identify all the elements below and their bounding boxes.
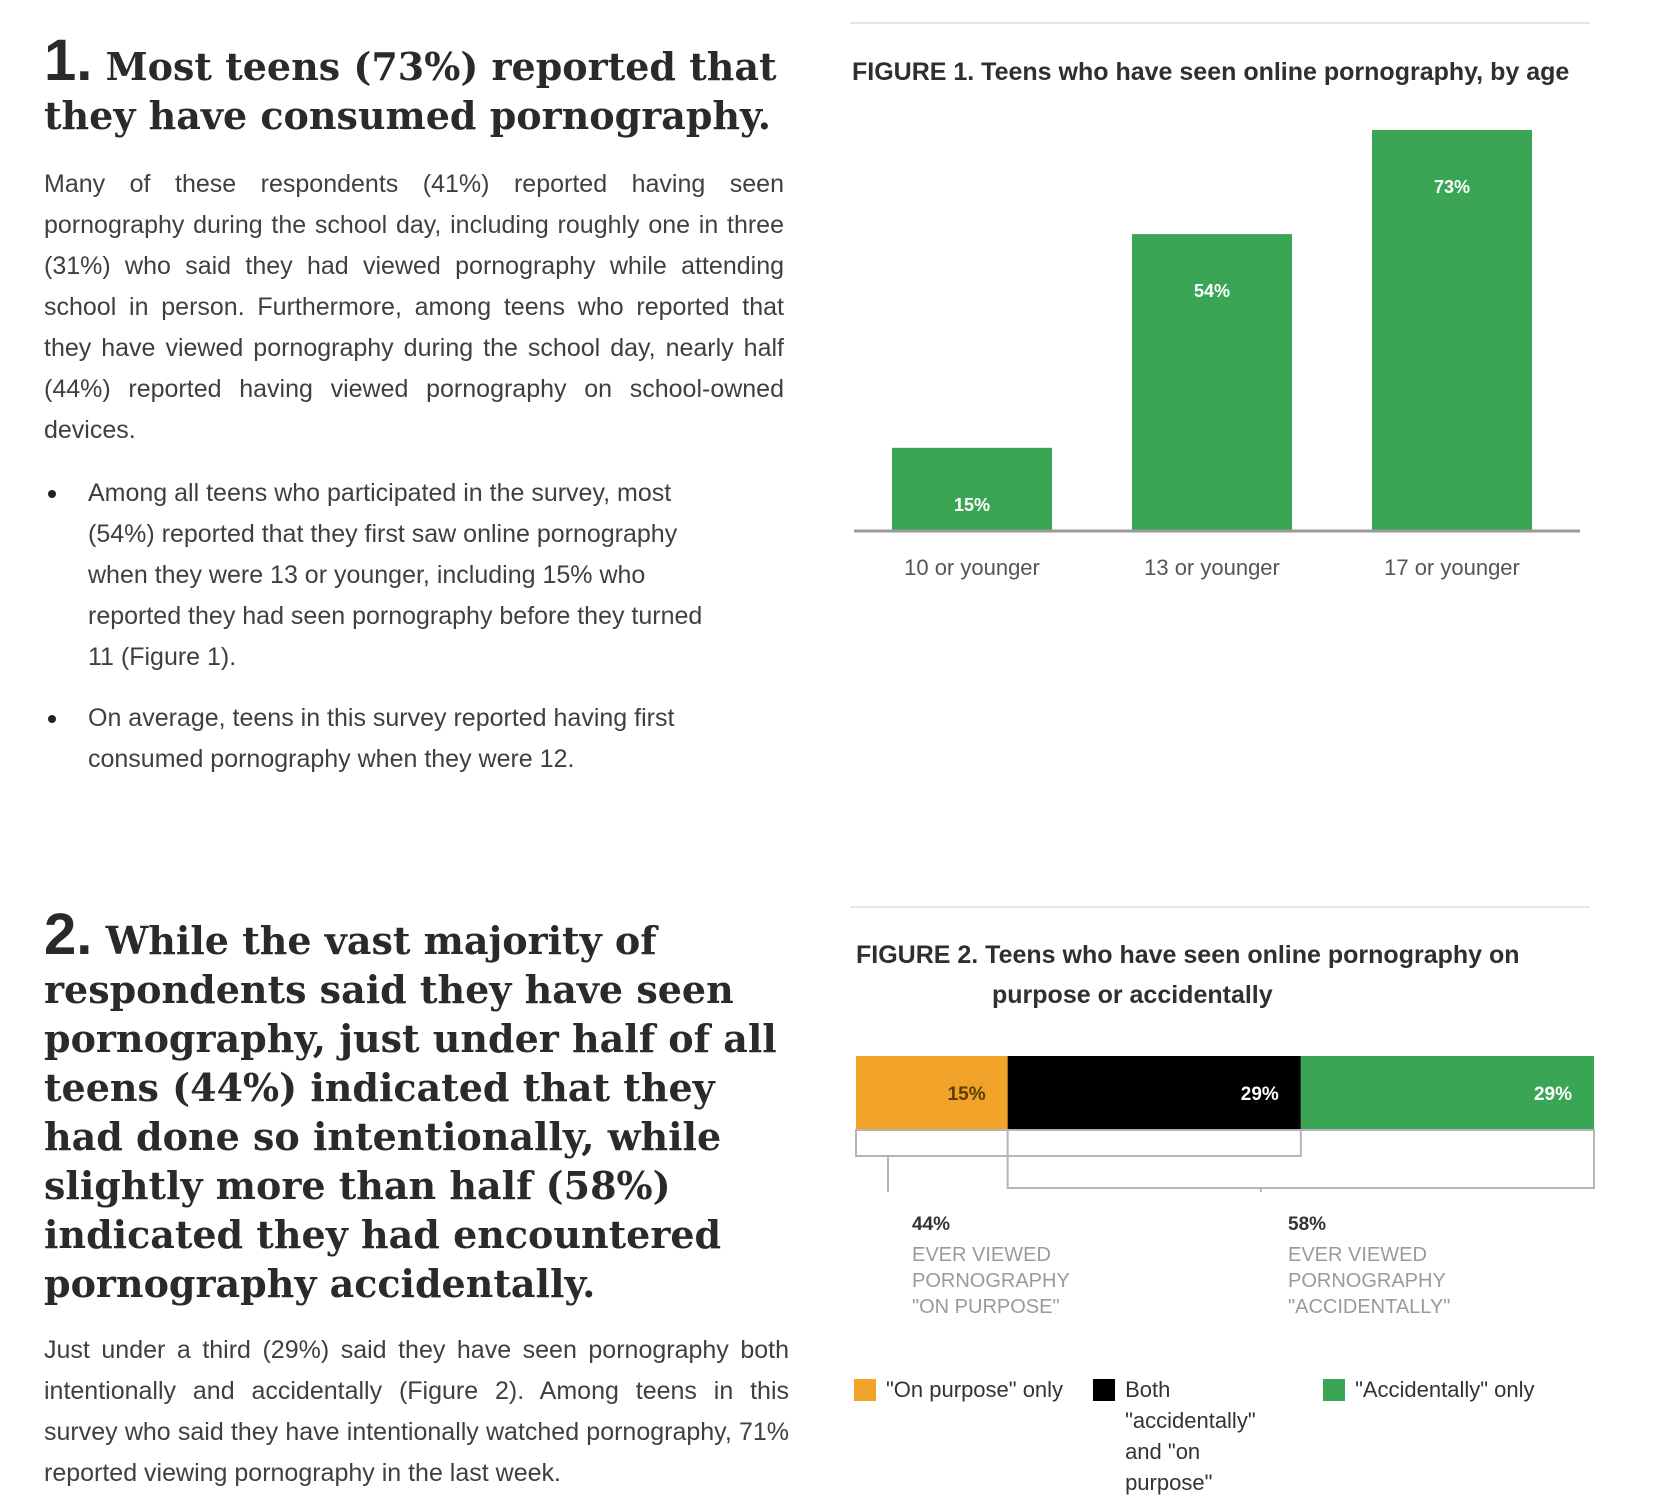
accidentally-bracket [1006,1129,1595,1189]
category-label: 13 or younger [1144,555,1280,580]
annotation-accidentally: 58% EVER VIEWED PORNOGRAPHY "ACCIDENTALL… [1288,1214,1488,1320]
section-2-heading-text: While the vast majority of respondents s… [44,918,777,1306]
annotation-on-purpose-text: EVER VIEWED PORNOGRAPHY "ON PURPOSE" [912,1244,1070,1318]
section-2-number: 2. [44,902,93,967]
section-1-number: 1. [44,28,93,93]
figure-2-title-line-2: purpose or accidentally [992,981,1273,1009]
section-2-paragraph: Just under a third (29%) said they have … [44,1336,789,1487]
segment-0 [856,1056,1008,1130]
annotation-on-purpose: 44% EVER VIEWED PORNOGRAPHY "ON PURPOSE" [912,1214,1112,1320]
section-1-bullets: Among all teens who participated in the … [44,473,784,780]
figure-2-stacked-bar: 15% 29% 29% [855,1056,1595,1192]
figure-1-top-rule [850,22,1590,24]
section-1-heading: 1. Most teens (73%) reported that they h… [44,32,784,140]
annotation-accidentally-text: EVER VIEWED PORNOGRAPHY "ACCIDENTALLY" [1288,1244,1451,1318]
figure-2-top-rule [850,906,1590,908]
figure-1-title: FIGURE 1. Teens who have seen online por… [852,58,1570,86]
section-2: 2. While the vast majority of respondent… [44,906,789,1494]
segment-2 [1300,1056,1594,1130]
legend-label-both: Both "accidentally" and "on purpose" [1125,1377,1256,1495]
legend-swatch-on-purpose [854,1379,876,1401]
legend-item-on-purpose: "On purpose" only [854,1374,1063,1498]
annotation-on-purpose-pct: 44% [912,1214,951,1235]
section-1: 1. Most teens (73%) reported that they h… [44,32,784,800]
annotation-accidentally-pct: 58% [1288,1214,1327,1235]
figure-1-bar-chart: 15% 10 or younger 54% 13 or younger 73% 17 or… [854,130,1580,580]
bar-2 [1372,130,1532,530]
section-2-heading: 2. While the vast majority of respondent… [44,906,789,1308]
figure-2-title: FIGURE 2. Teens who have seen online por… [856,935,1596,1015]
bar-0 [892,447,1052,530]
category-label: 10 or younger [904,555,1040,580]
bar-data-label: 54% [1194,281,1230,301]
bullet-item: On average, teens in this survey reporte… [44,698,728,780]
segment-label: 29% [1241,1084,1279,1105]
on-purpose-bracket [855,1129,1302,1157]
legend-swatch-both [1093,1379,1116,1401]
bar-1 [1132,234,1292,530]
category-label: 17 or younger [1384,555,1520,580]
on-purpose-leader [887,1156,889,1192]
bar-data-label: 15% [954,495,990,515]
figure-2-title-line-1: FIGURE 2. Teens who have seen online por… [856,941,1520,969]
legend-swatch-accidentally [1323,1379,1346,1401]
segment-1 [1007,1056,1301,1130]
legend-item-accidentally: "Accidentally" only [1323,1374,1535,1498]
section-1-paragraph: Many of these respondents (41%) reported… [44,170,784,444]
section-1-heading-text: Most teens (73%) reported that they have… [44,44,777,138]
segment-label: 29% [1534,1084,1572,1105]
bar-data-label: 73% [1434,177,1470,197]
segment-label: 15% [948,1084,986,1105]
figure-2-legend: "On purpose" only Both "accidentally" an… [854,1374,1614,1498]
legend-label-accidentally: "Accidentally" only [1355,1377,1535,1402]
legend-item-both: Both "accidentally" and "on purpose" [1093,1374,1293,1498]
bullet-item: Among all teens who participated in the … [44,473,728,678]
legend-label-on-purpose: "On purpose" only [886,1377,1064,1402]
